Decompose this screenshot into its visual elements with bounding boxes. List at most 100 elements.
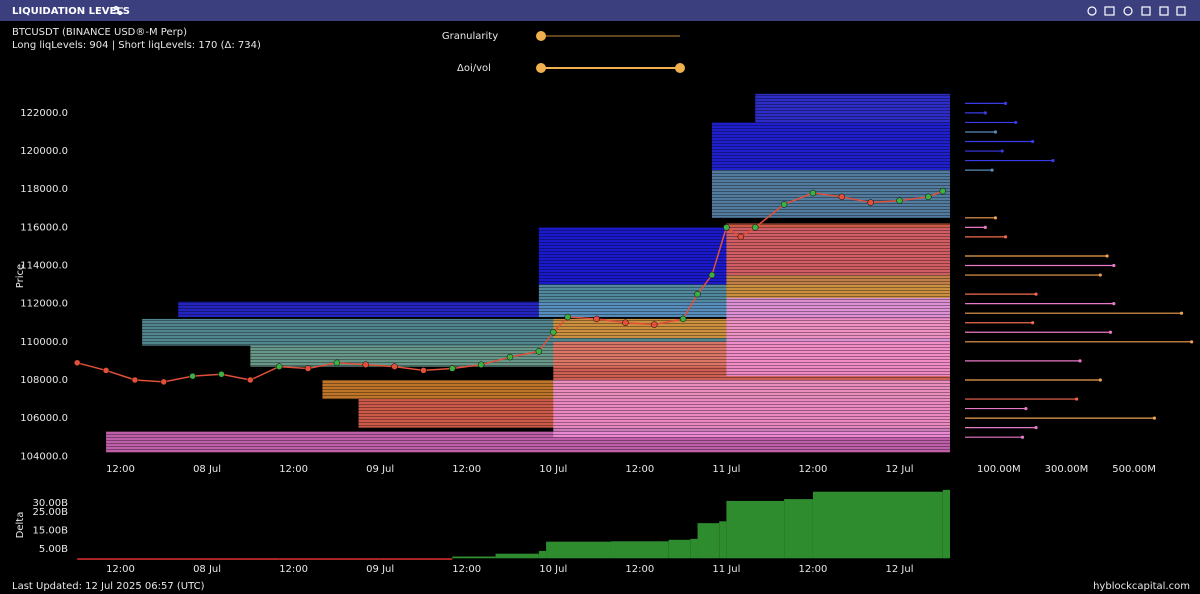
granularity-label: Granularity (442, 31, 498, 42)
y-tick-label: 30.00B (33, 498, 69, 509)
volume-dot (1098, 378, 1102, 382)
x-tick-label: 12:00 (106, 564, 135, 575)
delta-bar (546, 541, 611, 559)
volume-dot (1051, 158, 1055, 163)
volume-dot (1024, 406, 1028, 411)
volume-dot (983, 111, 987, 115)
volume-dot (983, 225, 987, 229)
granularity-slider[interactable] (536, 31, 680, 41)
price-point (939, 187, 947, 195)
delta-bar (690, 538, 698, 559)
header-title: LIQUIDATION LEVELS (12, 6, 130, 17)
volume-dot (993, 216, 998, 220)
price-point (593, 315, 600, 323)
volume-dot (1003, 235, 1008, 239)
price-point (420, 367, 427, 374)
price-point (160, 378, 168, 386)
x-tick-label: 12 Jul (886, 464, 914, 475)
volume-dot (1112, 263, 1116, 268)
y-tick-label: 114000.0 (20, 261, 68, 272)
price-point (751, 224, 759, 231)
y-axis-label: Delta (15, 512, 26, 539)
price-point (391, 363, 398, 370)
price-point (362, 361, 369, 368)
y-tick-label: 104000.0 (20, 451, 68, 462)
price-point (564, 313, 571, 321)
volume-dot (1034, 292, 1038, 296)
price-point (131, 376, 139, 384)
symbol: BTCUSDT (BINANCE USD®-M Perp) (12, 27, 187, 38)
y-tick-label: 15.00B (33, 526, 69, 537)
volume-dot (1152, 416, 1157, 420)
price-point (449, 365, 456, 372)
delta-bar (279, 558, 381, 560)
y-tick-label: 112000.0 (20, 299, 68, 310)
volume-dot (1031, 139, 1035, 144)
x-tick-label: 08 Jul (193, 564, 221, 575)
volume-dot (1078, 359, 1082, 363)
level-counts: Long liqLevels: 904 | Short liqLevels: 1… (12, 40, 261, 51)
x-tick-label: 12:00 (279, 464, 308, 475)
x-tick-label: 12:00 (799, 564, 828, 575)
volume-dot (993, 130, 998, 134)
delta-bar (697, 523, 720, 559)
delta-bar (77, 558, 179, 560)
delta-bar (380, 558, 453, 560)
price-point (247, 376, 254, 384)
x-tick-label: 12:00 (452, 564, 481, 575)
x-tick-label: 12:00 (799, 464, 828, 475)
price-point (218, 370, 225, 378)
price-point (275, 363, 283, 370)
x-tick-label: 500.00M (1112, 464, 1156, 475)
oi-vol-label: Δoi/vol (457, 63, 491, 74)
x-tick-label: 11 Jul (712, 564, 740, 575)
price-point (506, 353, 514, 361)
price-point (102, 367, 110, 374)
y-axis-label: Price (15, 264, 26, 288)
y-tick-label: 120000.0 (20, 146, 68, 157)
toolbar-icons[interactable] (1087, 6, 1186, 16)
volume-dot (1098, 273, 1102, 277)
price-point (73, 359, 81, 367)
volume-dot (1105, 254, 1109, 258)
x-tick-label: 09 Jul (366, 464, 394, 475)
x-tick-label: 09 Jul (366, 564, 394, 575)
price-point (622, 319, 629, 326)
price-point (780, 201, 788, 208)
x-tick-label: 10 Jul (539, 564, 567, 575)
price-point (651, 321, 658, 328)
volume-dot (1014, 120, 1018, 125)
band-texture (70, 90, 950, 462)
x-tick-label: 300.00M (1045, 464, 1089, 475)
price-point (838, 193, 846, 201)
volume-dot (1000, 149, 1004, 153)
y-tick-label: 25.00B (33, 507, 69, 518)
delta-bar (719, 521, 727, 559)
settings-icon[interactable] (113, 5, 123, 16)
price-point (189, 372, 196, 380)
x-tick-label: 12:00 (452, 464, 481, 475)
y-tick-label: 108000.0 (20, 375, 68, 386)
price-point (809, 189, 817, 197)
volume-dot (1031, 321, 1035, 325)
oi-vol-slider[interactable] (536, 63, 685, 73)
volume-dot (1190, 340, 1194, 344)
delta-bar (784, 499, 813, 559)
last-updated: Last Updated: 12 Jul 2025 06:57 (UTC) (12, 581, 205, 592)
x-tick-label: 10 Jul (539, 464, 567, 475)
y-tick-label: 122000.0 (20, 108, 68, 119)
volume-dot (1003, 101, 1008, 105)
volume-dot (990, 168, 994, 172)
price-point (304, 365, 312, 372)
price-point (550, 329, 557, 336)
delta-bar (495, 553, 539, 559)
x-tick-label: 12:00 (279, 564, 308, 575)
volume-dot (1179, 311, 1184, 315)
price-point (708, 271, 716, 279)
header-bar (0, 0, 1200, 21)
volume-dot (1020, 435, 1025, 439)
price-point (694, 290, 701, 298)
price-point (333, 359, 341, 367)
